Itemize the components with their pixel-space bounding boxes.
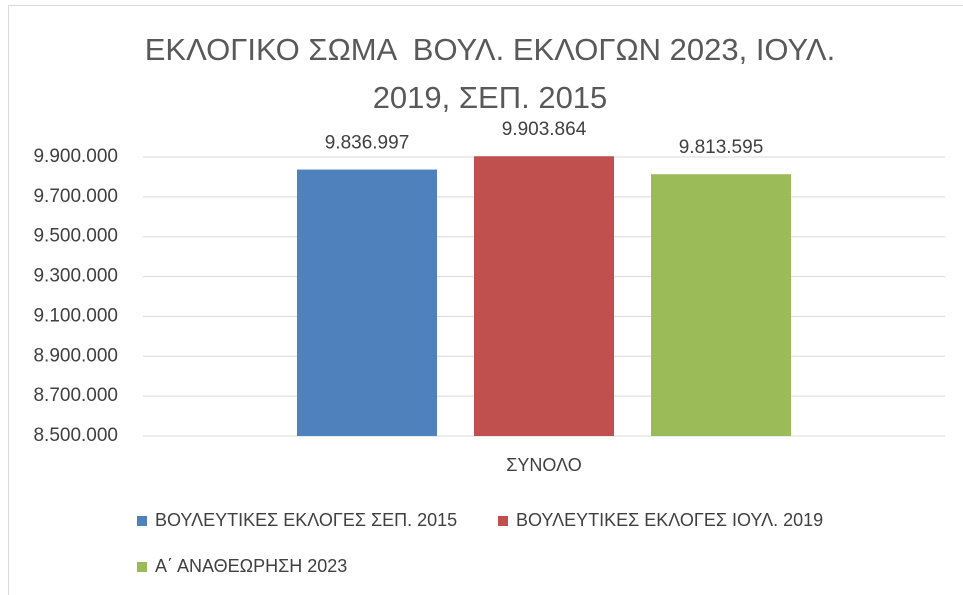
chart-title: ΕΚΛΟΓΙΚΟ ΣΩΜΑ ΒΟΥΛ. ΕΚΛΟΓΩΝ 2023, ΙΟΥΛ. … xyxy=(144,32,844,115)
legend-swatch xyxy=(137,516,147,526)
x-tick-label: ΣΥΝΟΛΟ xyxy=(506,455,581,475)
data-label: 9.813.595 xyxy=(679,137,764,158)
y-tick-label: 8.900.000 xyxy=(33,345,118,366)
legend-swatch xyxy=(498,516,508,526)
y-tick-label: 9.300.000 xyxy=(33,266,118,287)
bar xyxy=(474,156,614,436)
y-tick-label: 9.900.000 xyxy=(33,146,118,167)
data-label: 9.836.997 xyxy=(325,133,410,154)
bar xyxy=(651,174,791,436)
chart-border xyxy=(8,5,963,595)
data-label: 9.903.864 xyxy=(502,119,587,140)
y-tick-label: 9.100.000 xyxy=(33,305,118,326)
legend-label: Α΄ ΑΝΑΘΕΩΡΗΣΗ 2023 xyxy=(155,556,347,576)
y-tick-label: 8.700.000 xyxy=(33,385,118,406)
legend-label: ΒΟΥΛΕΥΤΙΚΕΣ ΕΚΛΟΓΕΣ ΙΟΥΛ. 2019 xyxy=(516,510,823,530)
legend-label: ΒΟΥΛΕΥΤΙΚΕΣ ΕΚΛΟΓΕΣ ΣΕΠ. 2015 xyxy=(155,510,457,530)
y-tick-label: 9.700.000 xyxy=(33,186,118,207)
y-tick-label: 8.500.000 xyxy=(33,425,118,446)
legend-swatch xyxy=(137,562,147,572)
y-tick-label: 9.500.000 xyxy=(33,226,118,247)
bar xyxy=(297,169,437,436)
